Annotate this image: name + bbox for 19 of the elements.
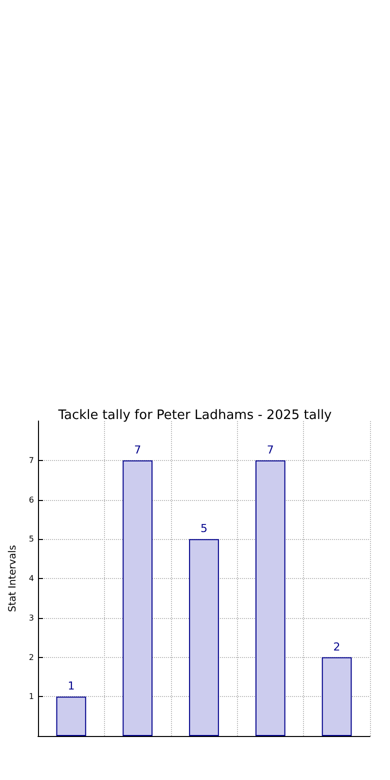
data-label: 5 [200, 522, 208, 536]
bar [122, 460, 153, 736]
data-label: 1 [68, 680, 75, 693]
y-tick-label: 5 [28, 534, 34, 544]
chart-title: Tackle tally for Peter Ladhams - 2025 tally [57, 408, 332, 423]
data-label: 2 [333, 640, 340, 654]
y-tick-label: 6 [28, 495, 34, 504]
y-tick-label: 1 [28, 692, 34, 702]
data-label: 7 [134, 443, 142, 456]
bar [322, 657, 352, 736]
y-axis-title: Stat Intervals [8, 544, 18, 612]
bar [56, 696, 86, 736]
y-tick-label: 4 [28, 574, 34, 583]
y-tick-label: 2 [28, 652, 34, 662]
y-tick-label: 7 [28, 456, 34, 465]
data-label: 7 [266, 443, 274, 456]
bar [255, 460, 286, 736]
bar [189, 539, 219, 736]
y-tick-label: 3 [28, 613, 34, 622]
